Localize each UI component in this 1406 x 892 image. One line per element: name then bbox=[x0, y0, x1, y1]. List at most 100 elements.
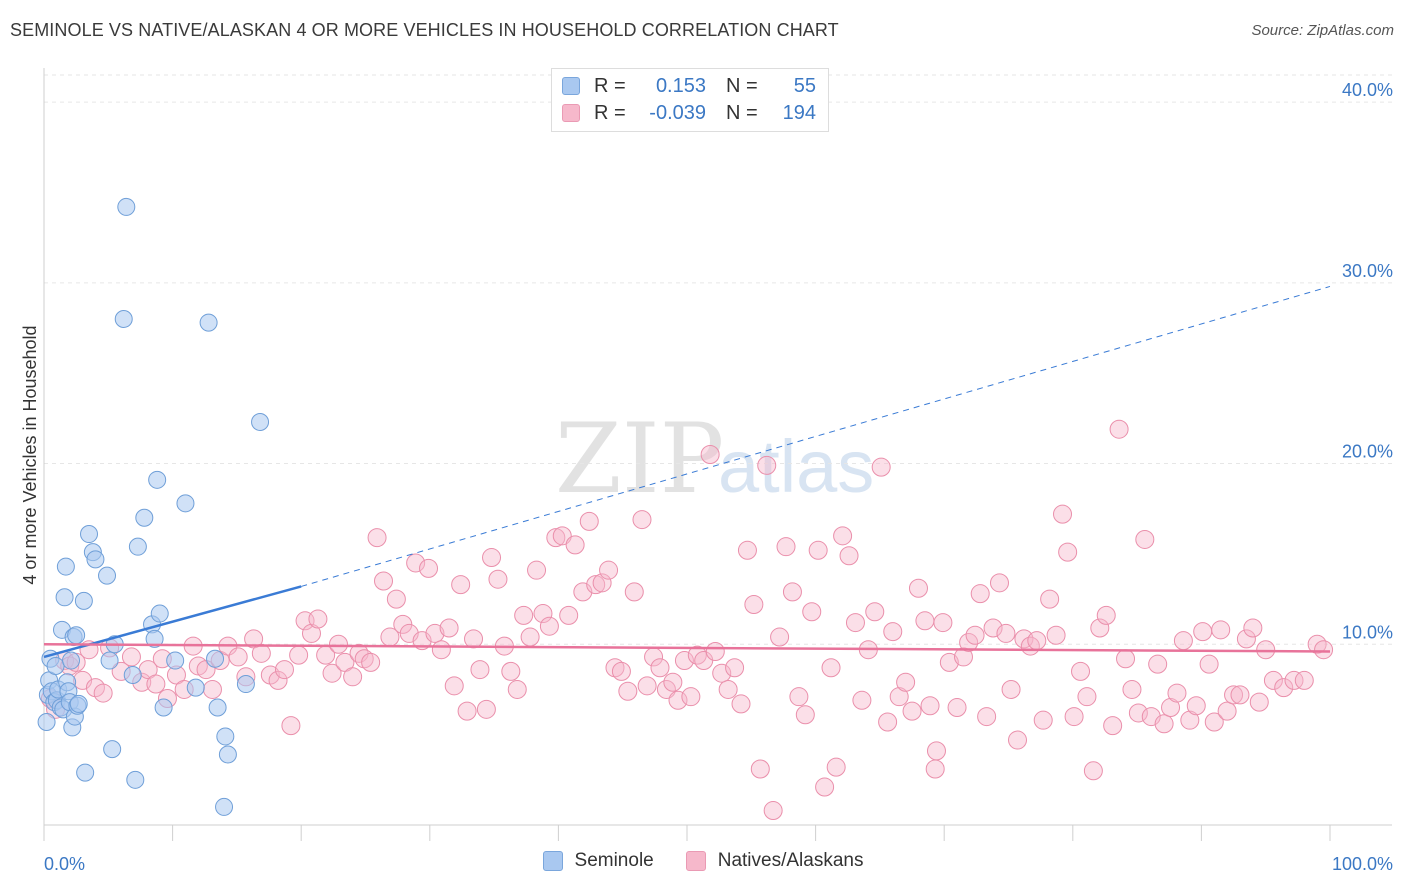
y-tick-label: 40.0% bbox=[1342, 80, 1393, 100]
seminole-point bbox=[46, 656, 65, 675]
natives-point bbox=[1027, 631, 1047, 651]
natives-point bbox=[865, 602, 885, 622]
seminole-point bbox=[69, 694, 88, 713]
natives-point bbox=[476, 699, 496, 719]
natives-point bbox=[953, 647, 973, 667]
natives-point bbox=[1307, 634, 1327, 654]
natives-point bbox=[367, 528, 387, 548]
natives-point bbox=[668, 690, 688, 710]
natives-point bbox=[552, 526, 572, 546]
natives-point bbox=[789, 687, 809, 707]
seminole-point bbox=[98, 566, 117, 585]
natives-point bbox=[1173, 631, 1193, 651]
seminole-point bbox=[55, 588, 74, 607]
natives-point bbox=[1243, 618, 1263, 638]
natives-point bbox=[1167, 683, 1187, 703]
source-label: Source: ZipAtlas.com bbox=[1251, 22, 1394, 39]
natives-point bbox=[1077, 687, 1097, 707]
legend-label: Seminole bbox=[574, 850, 654, 871]
seminole-point bbox=[215, 797, 234, 816]
natives-point bbox=[1116, 649, 1136, 669]
natives-point bbox=[757, 455, 777, 475]
natives-point bbox=[718, 679, 738, 699]
natives-point bbox=[419, 558, 439, 578]
legend-label: Natives/Alaskans bbox=[717, 850, 864, 871]
natives-point bbox=[763, 801, 783, 821]
natives-point bbox=[947, 698, 967, 718]
legend-item-seminole[interactable]: Seminole bbox=[542, 850, 654, 872]
natives-point bbox=[770, 627, 790, 647]
natives-point bbox=[782, 582, 802, 602]
r-value: 0.153 bbox=[655, 74, 706, 97]
seminole-point bbox=[56, 557, 75, 576]
natives-point bbox=[826, 757, 846, 777]
natives-point bbox=[354, 649, 374, 669]
natives-point bbox=[565, 535, 585, 555]
seminole-swatch bbox=[542, 851, 563, 871]
natives-point bbox=[681, 687, 701, 707]
natives-point bbox=[700, 445, 720, 465]
natives-swatch bbox=[562, 104, 580, 122]
natives-point bbox=[470, 660, 490, 680]
natives-point bbox=[599, 560, 619, 580]
natives-point bbox=[1236, 629, 1256, 649]
natives-point bbox=[464, 629, 484, 649]
natives-point bbox=[451, 575, 471, 595]
natives-point bbox=[939, 652, 959, 672]
natives-point bbox=[1040, 589, 1060, 609]
natives-point bbox=[1274, 678, 1294, 698]
natives-point bbox=[965, 625, 985, 645]
natives-point bbox=[618, 681, 638, 701]
natives-point bbox=[1284, 670, 1304, 690]
series-legend: Seminole Natives/Alaskans bbox=[0, 850, 1406, 872]
seminole-point bbox=[236, 675, 255, 694]
seminole-point bbox=[218, 745, 237, 764]
natives-point bbox=[431, 640, 451, 660]
natives-point bbox=[624, 582, 644, 602]
natives-point bbox=[559, 605, 579, 625]
seminole-point bbox=[74, 591, 93, 610]
natives-point bbox=[908, 578, 928, 598]
natives-point bbox=[637, 676, 657, 696]
natives-point bbox=[1083, 761, 1103, 781]
x-tick-label: 100.0% bbox=[1332, 854, 1393, 874]
natives-point bbox=[915, 611, 935, 631]
natives-point bbox=[737, 540, 757, 560]
natives-point bbox=[1135, 529, 1155, 549]
seminole-point bbox=[166, 651, 185, 670]
natives-point bbox=[425, 623, 445, 643]
natives-point bbox=[1033, 710, 1053, 730]
natives-point bbox=[776, 537, 796, 557]
natives-point bbox=[228, 647, 248, 667]
natives-point bbox=[663, 672, 683, 692]
seminole-point bbox=[251, 412, 270, 431]
seminole-point bbox=[103, 740, 122, 759]
legend-item-natives[interactable]: Natives/Alaskans bbox=[685, 850, 864, 872]
seminole-point bbox=[154, 698, 173, 717]
natives-point bbox=[546, 528, 566, 548]
natives-point bbox=[896, 672, 916, 692]
natives-point bbox=[308, 609, 328, 629]
seminole-point bbox=[186, 678, 205, 697]
natives-point bbox=[1090, 618, 1110, 638]
natives-point bbox=[845, 613, 865, 633]
natives-point bbox=[1224, 685, 1244, 705]
seminole-point bbox=[176, 494, 195, 513]
natives-point bbox=[301, 623, 321, 643]
natives-point bbox=[1180, 710, 1200, 730]
natives-point bbox=[520, 627, 540, 647]
natives-point bbox=[439, 618, 459, 638]
axes bbox=[43, 68, 1392, 841]
grid bbox=[44, 74, 1395, 645]
natives-point bbox=[933, 613, 953, 633]
natives-point bbox=[1161, 698, 1181, 718]
natives-point bbox=[1096, 605, 1116, 625]
natives-point bbox=[839, 546, 859, 566]
seminole-point bbox=[86, 550, 105, 569]
natives-point bbox=[289, 645, 309, 665]
natives-point bbox=[444, 676, 464, 696]
natives-point bbox=[712, 663, 732, 683]
natives-point bbox=[744, 595, 764, 615]
natives-point bbox=[902, 701, 922, 721]
